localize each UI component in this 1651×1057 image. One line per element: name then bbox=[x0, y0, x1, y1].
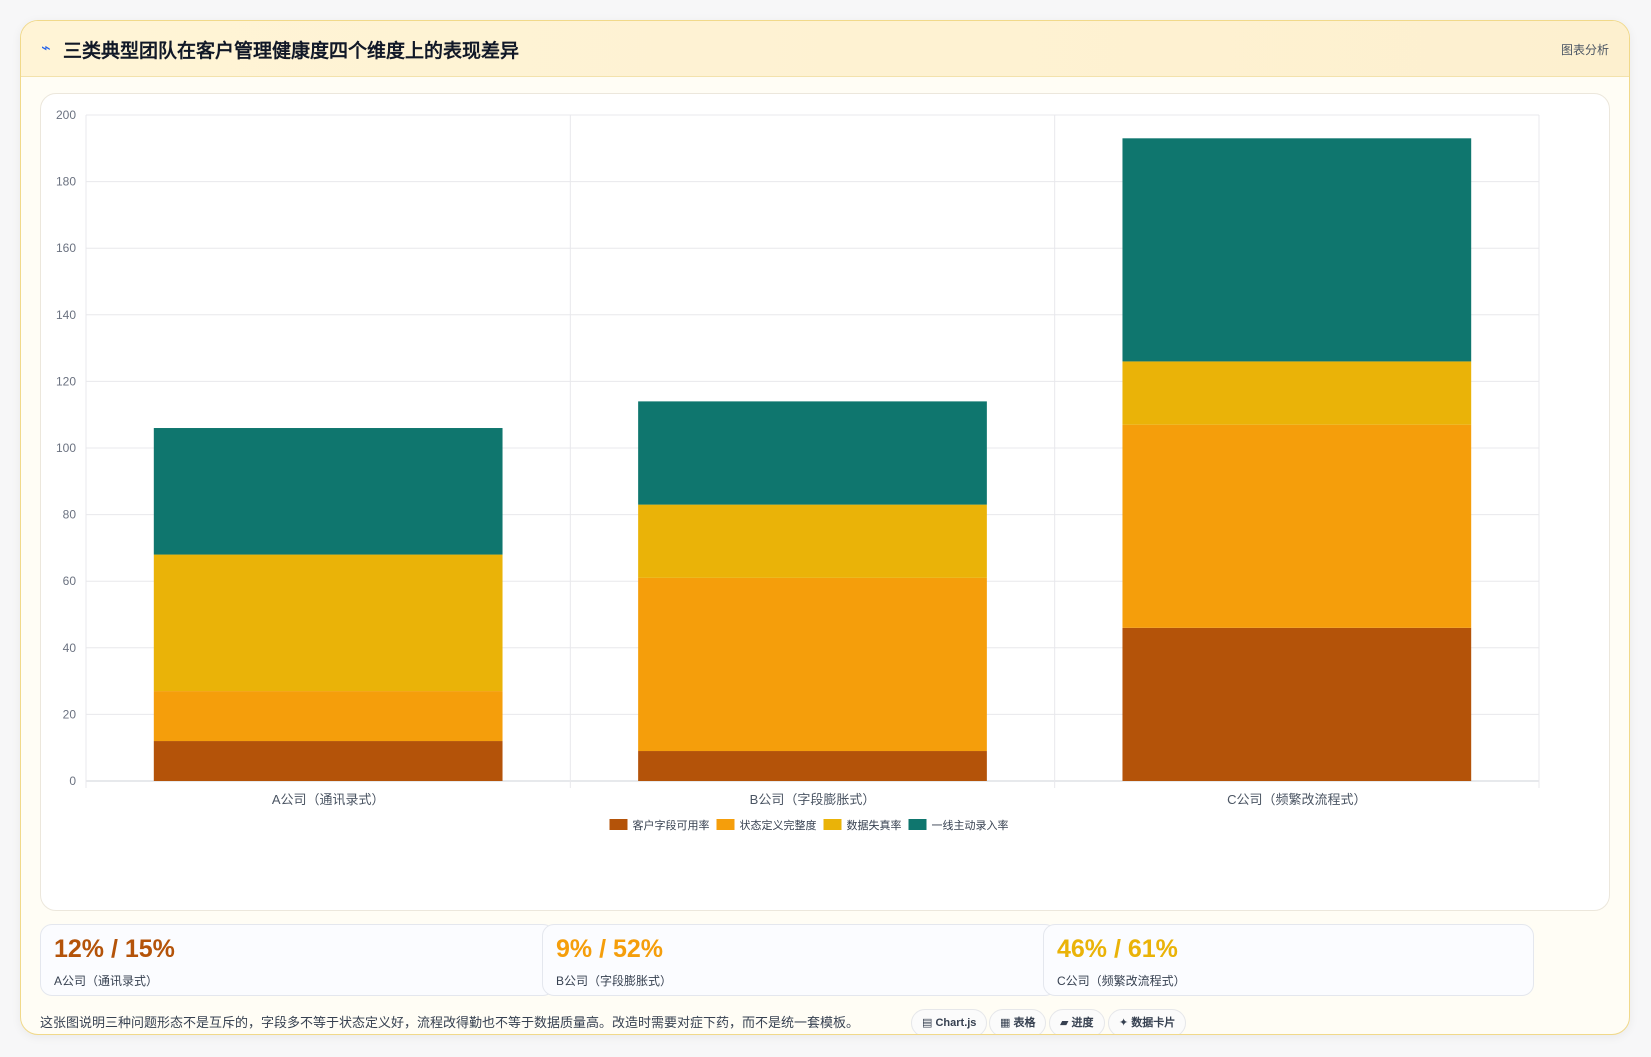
y-tick-label: 20 bbox=[63, 707, 77, 721]
y-tick-label: 100 bbox=[56, 441, 76, 455]
chip-label: Chart.js bbox=[935, 1017, 977, 1029]
chart-icon: ▤ bbox=[922, 1017, 933, 1029]
y-tick-label: 160 bbox=[56, 241, 76, 255]
legend-swatch bbox=[609, 819, 628, 830]
bar-segment bbox=[153, 741, 503, 781]
legend-swatch bbox=[908, 819, 927, 830]
chip-chartjs[interactable]: ▤ Chart.js bbox=[911, 1009, 988, 1034]
stat-value: 12% / 15% bbox=[54, 935, 175, 963]
bar-segment bbox=[153, 554, 503, 692]
stat-label: C公司（频繁改流程式） bbox=[1057, 974, 1186, 988]
progress-icon: ▰ bbox=[1060, 1017, 1069, 1029]
legend-label: 一线主动录入率 bbox=[932, 818, 1009, 832]
y-tick-label: 80 bbox=[63, 508, 77, 522]
bar-segment bbox=[1122, 138, 1472, 362]
legend-label: 客户字段可用率 bbox=[633, 818, 710, 832]
stat-label: A公司（通讯录式） bbox=[54, 974, 159, 988]
legend-label: 状态定义完整度 bbox=[740, 818, 817, 832]
bar-segment bbox=[638, 504, 987, 578]
bar-segment bbox=[638, 401, 987, 505]
chip-table[interactable]: ▦ 表格 bbox=[989, 1009, 1047, 1034]
chip-label: 数据卡片 bbox=[1131, 1017, 1176, 1029]
bar-segment bbox=[1122, 424, 1472, 628]
card-header: ⌁ 三类典型团队在客户管理健康度四个维度上的表现差异 图表分析 bbox=[21, 21, 1629, 77]
y-tick-label: 180 bbox=[56, 175, 76, 189]
stat-card-c: 46% / 61% C公司（频繁改流程式） bbox=[1043, 924, 1534, 996]
x-tick-label: C公司（频繁改流程式） bbox=[1227, 792, 1366, 807]
chip-label: 进度 bbox=[1071, 1017, 1094, 1029]
legend-swatch bbox=[823, 819, 842, 830]
legend-swatch bbox=[716, 819, 735, 830]
y-tick-label: 40 bbox=[63, 641, 77, 655]
sparkle-icon: ✦ bbox=[1119, 1017, 1129, 1029]
chart-card: ⌁ 三类典型团队在客户管理健康度四个维度上的表现差异 图表分析 0 20 40 60 8… bbox=[20, 20, 1630, 1035]
chart-icon: ⌁ bbox=[41, 40, 51, 57]
bar-segment bbox=[153, 691, 503, 742]
chart-title: 三类典型团队在客户管理健康度四个维度上的表现差异 bbox=[63, 41, 520, 62]
stacked-bar-chart: 0 20 40 60 80 100 120 140 160 180 200 A公司（通讯录式） B公司（… bbox=[56, 108, 1540, 832]
chip-label: 表格 bbox=[1013, 1017, 1036, 1029]
y-tick-label: 200 bbox=[56, 108, 76, 122]
bar-segment bbox=[1122, 627, 1472, 781]
y-tick-label: 60 bbox=[63, 574, 77, 588]
x-tick-label: A公司（通讯录式） bbox=[272, 792, 385, 807]
bar-segment bbox=[638, 751, 987, 781]
stat-label: B公司（字段膨胀式） bbox=[556, 974, 673, 988]
legend-label: 数据失真率 bbox=[847, 818, 902, 832]
stat-card-b: 9% / 52% B公司（字段膨胀式） bbox=[542, 924, 1057, 996]
bar-segment bbox=[153, 428, 503, 555]
stat-cards: 12% / 15% A公司（通讯录式） 9% / 52% B公司（字段膨胀式） … bbox=[40, 924, 1610, 998]
x-tick-label: B公司（字段膨胀式） bbox=[750, 792, 876, 807]
chart-container: 0 20 40 60 80 100 120 140 160 180 200 A公司（通讯录式） B公司（… bbox=[40, 93, 1610, 911]
bar-segment bbox=[1122, 361, 1472, 425]
y-tick-label: 0 bbox=[69, 774, 76, 788]
stat-value: 46% / 61% bbox=[1057, 935, 1178, 963]
footer-note: 这张图说明三种问题形态不是互斥的，字段多不等于状态定义好，流程改得勤也不等于数据… bbox=[40, 1015, 860, 1030]
stat-value: 9% / 52% bbox=[556, 935, 664, 963]
bar-segment bbox=[638, 577, 987, 752]
stat-card-a: 12% / 15% A公司（通讯录式） bbox=[40, 924, 555, 996]
chip-progress[interactable]: ▰ 进度 bbox=[1049, 1009, 1105, 1034]
chip-data-card[interactable]: ✦ 数据卡片 bbox=[1108, 1009, 1187, 1034]
y-tick-label: 140 bbox=[56, 308, 76, 322]
table-icon: ▦ bbox=[1000, 1017, 1011, 1029]
y-tick-label: 120 bbox=[56, 374, 76, 388]
chart-type-tag: 图表分析 bbox=[1560, 43, 1609, 57]
